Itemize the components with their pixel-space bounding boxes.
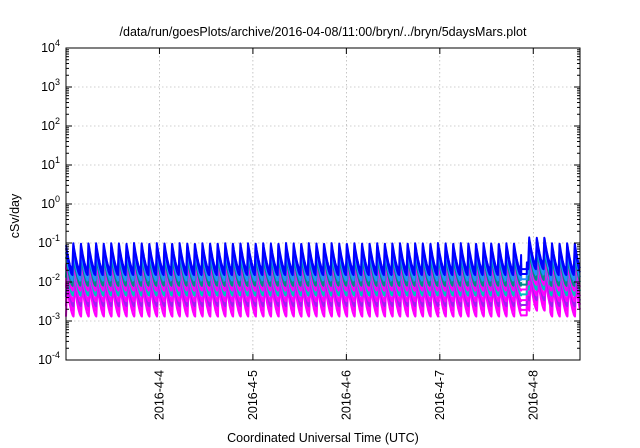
y-axis-label: cSv/day — [8, 193, 22, 238]
axis-ticks: 10-4 10-3 10-2 10-1 100 101 102 103 104 2016-4-4 2… — [38, 38, 580, 420]
y-tick-label: 100 — [41, 194, 60, 211]
x-axis-label: Coordinated Universal Time (UTC) — [227, 431, 419, 445]
y-tick-label: 10-2 — [38, 272, 60, 289]
x-tick-label: 2016-4-8 — [526, 370, 540, 420]
x-tick-label: 2016-4-6 — [339, 370, 353, 420]
x-tick-label: 2016-4-5 — [246, 370, 260, 420]
x-tick-label: 2016-4-4 — [152, 370, 166, 420]
y-tick-label: 101 — [41, 155, 60, 172]
series-line-10 — [65, 236, 581, 272]
chart-title: /data/run/goesPlots/archive/2016-04-08/1… — [120, 25, 527, 39]
series-layer — [65, 236, 581, 318]
y-tick-label: 103 — [41, 77, 60, 94]
y-tick-label: 102 — [41, 116, 60, 133]
x-tick-label: 2016-4-7 — [433, 370, 447, 420]
y-tick-label: 10-3 — [38, 311, 60, 328]
y-tick-label: 10-4 — [38, 350, 60, 367]
y-tick-label: 104 — [41, 38, 60, 55]
y-tick-label: 10-1 — [38, 233, 60, 250]
